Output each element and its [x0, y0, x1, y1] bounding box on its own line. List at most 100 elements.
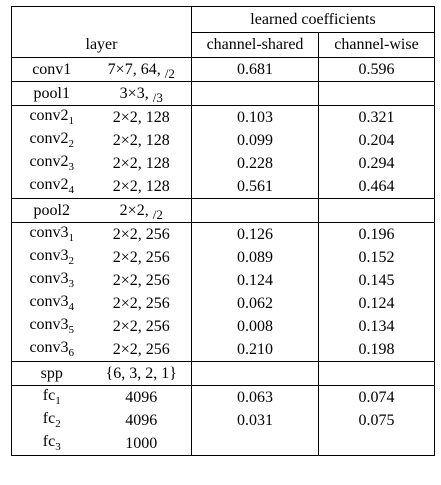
layer-name-cell: conv22	[11, 129, 92, 152]
layer-name: conv	[29, 176, 61, 194]
layer-config-cell: 2×2, 256	[91, 338, 192, 362]
layer-name-cell: conv32	[11, 246, 92, 269]
channel-wise-value	[318, 198, 436, 223]
channel-wise-value: 0.196	[318, 222, 436, 246]
layer-name: conv	[29, 224, 61, 242]
layer-name: fc	[42, 433, 56, 451]
channel-shared-value: 0.103	[191, 105, 319, 129]
layer-name-cell: conv35	[11, 315, 92, 338]
channel-wise-value: 0.204	[318, 129, 436, 152]
table-row: conv24 2×2, 128 0.561 0.464	[11, 175, 436, 199]
layer-config: 2×2, 256	[112, 317, 170, 335]
layer-config-cell: 2×2, /2	[91, 198, 192, 223]
coefficients-table-container: learned coefficients layer channel-share…	[11, 6, 436, 480]
channel-shared-value: 0.008	[191, 315, 319, 338]
layer-subscript: 1	[68, 232, 75, 245]
layer-name: conv	[29, 270, 61, 288]
channel-wise-value: 0.464	[318, 175, 436, 199]
coefficients-table: learned coefficients layer channel-share…	[11, 6, 436, 456]
channel-shared-header: channel-shared	[191, 32, 319, 58]
header-row-bottom: layer channel-shared channel-wise	[11, 32, 436, 58]
layer-number: 3	[60, 224, 69, 242]
channel-shared-value: 0.126	[191, 222, 319, 246]
channel-shared-value: 0.063	[191, 385, 319, 409]
table-row: pool2 2×2, /2	[11, 198, 436, 223]
layer-config: 2×2, 256	[112, 271, 170, 289]
layer-name: conv	[29, 293, 61, 311]
table-row: conv22 2×2, 128 0.099 0.204	[11, 129, 436, 152]
layer-config-cell: 4096	[91, 409, 192, 432]
layer-name-cell: pool2	[11, 198, 92, 223]
channel-wise-value: 0.124	[318, 292, 436, 315]
layer-subscript: 2	[55, 418, 61, 431]
layer-config: 2×2, 256	[112, 294, 170, 312]
layer-subscript: 4	[68, 301, 75, 314]
layer-number: 3	[60, 339, 69, 357]
layer-number: 2	[60, 130, 69, 148]
layer-config: 2×2, 128	[112, 177, 170, 195]
layer-name: spp	[40, 364, 63, 382]
layer-config-cell: {6, 3, 2, 1}	[91, 361, 192, 386]
table-row: conv23 2×2, 128 0.228 0.294	[11, 152, 436, 175]
layer-config-cell: 7×7, 64, /2	[91, 57, 192, 82]
layer-config: {6, 3, 2, 1}	[105, 364, 177, 382]
table-row: conv1 7×7, 64, /2 0.681 0.596	[11, 57, 436, 82]
layer-stride: /3	[152, 89, 163, 105]
layer-name: pool	[33, 201, 62, 219]
channel-wise-value: 0.074	[318, 385, 436, 409]
channel-shared-value	[191, 432, 319, 456]
table-row: spp {6, 3, 2, 1}	[11, 361, 436, 386]
layer-name-cell: conv24	[11, 175, 92, 199]
channel-shared-value: 0.124	[191, 269, 319, 292]
layer-config-cell: 3×3, /3	[91, 81, 192, 106]
channel-shared-value: 0.089	[191, 246, 319, 269]
table-row: conv36 2×2, 256 0.210 0.198	[11, 338, 436, 362]
table-row: fc3 1000	[11, 432, 436, 456]
layer-name-cell: conv36	[11, 338, 92, 362]
layer-config-cell: 2×2, 256	[91, 315, 192, 338]
channel-shared-value: 0.681	[191, 57, 319, 82]
layer-config: 2×2, 256	[112, 340, 170, 358]
layer-config: 2×2, 256	[112, 248, 170, 266]
channel-shared-value	[191, 361, 319, 386]
layer-subscript: 1	[55, 395, 61, 408]
layer-config-cell: 2×2, 128	[91, 129, 192, 152]
layer-name: conv	[29, 130, 61, 148]
layer-name-cell: conv31	[11, 222, 92, 246]
layer-config: 4096	[125, 411, 158, 429]
channel-wise-value: 0.145	[318, 269, 436, 292]
channel-wise-value: 0.152	[318, 246, 436, 269]
layer-subscript: 3	[68, 278, 75, 291]
layer-config-cell: 2×2, 256	[91, 269, 192, 292]
layer-config-cell: 2×2, 128	[91, 175, 192, 199]
layer-number: 3	[60, 270, 69, 288]
layer-name: pool	[33, 84, 62, 102]
channel-shared-value: 0.228	[191, 152, 319, 175]
table-row: fc1 4096 0.063 0.074	[11, 385, 436, 409]
layer-subscript: 2	[68, 138, 75, 151]
layer-config: 3×3,	[119, 84, 149, 102]
channel-shared-value: 0.062	[191, 292, 319, 315]
layer-config: 2×2, 128	[112, 108, 170, 126]
layer-number: 3	[60, 293, 69, 311]
layer-name-cell: conv34	[11, 292, 92, 315]
layer-name-cell: fc2	[11, 409, 92, 432]
layer-name-cell: conv33	[11, 269, 92, 292]
layer-header: layer	[11, 32, 192, 58]
layer-config: 2×2, 256	[112, 225, 170, 243]
layer-config-cell: 2×2, 256	[91, 222, 192, 246]
table-body: conv1 7×7, 64, /2 0.681 0.596 pool1 3×3, /3 co…	[11, 57, 436, 456]
layer-subscript: 3	[55, 441, 61, 454]
layer-config-cell: 2×2, 256	[91, 246, 192, 269]
layer-subscript: 2	[68, 255, 75, 268]
layer-name: conv	[29, 153, 61, 171]
layer-number: 2	[60, 153, 69, 171]
channel-wise-header: channel-wise	[318, 32, 436, 58]
layer-config: 2×2, 128	[112, 131, 170, 149]
channel-wise-value: 0.321	[318, 105, 436, 129]
layer-name: conv	[29, 247, 61, 265]
layer-config: 4096	[125, 388, 158, 406]
layer-name-cell: conv1	[11, 57, 92, 82]
header-row-top: learned coefficients	[11, 6, 436, 33]
channel-wise-value	[318, 81, 436, 106]
